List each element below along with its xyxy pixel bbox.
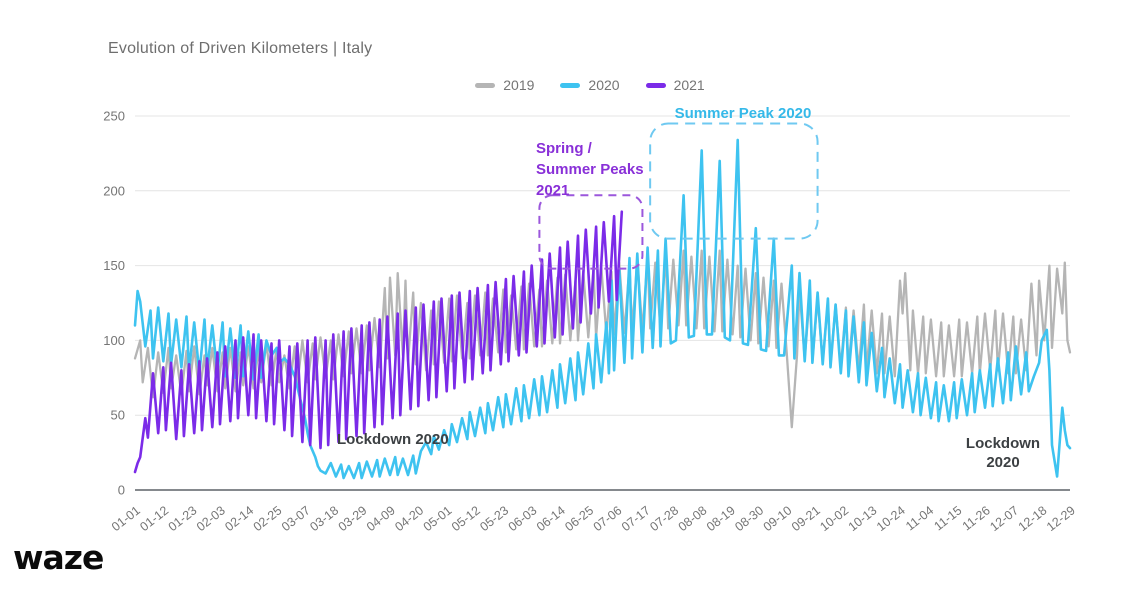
annotation-spring-summer-peaks-2021: Spring / Summer Peaks 2021	[536, 138, 644, 201]
legend-label-2021: 2021	[673, 77, 705, 93]
annotation-lockdown-winter-line-2: 2020	[986, 454, 1020, 471]
y-tick-label-100: 100	[103, 333, 125, 348]
legend-item-2020: 2020	[560, 77, 620, 93]
waze-logo: waze	[13, 538, 104, 577]
annotation-lockdown-spring-2020: Lockdown 2020	[337, 431, 449, 448]
x-tick-label-11-15: 11-15	[931, 503, 964, 533]
y-tick-label-200: 200	[103, 183, 125, 198]
x-tick-label-03-18: 03-18	[307, 503, 341, 534]
x-tick-label-08-30: 08-30	[732, 503, 766, 534]
legend-item-2019: 2019	[475, 77, 534, 93]
x-tick-label-02-14: 02-14	[222, 503, 256, 534]
annotation-spring-line-1: Spring /	[536, 140, 592, 157]
legend-item-2021: 2021	[645, 77, 705, 93]
summer-peak-box	[649, 122, 819, 240]
x-tick-label-10-02: 10-02	[817, 503, 851, 534]
series-line-2019	[133, 249, 1072, 429]
x-tick-label-10-24: 10-24	[874, 503, 908, 534]
x-tick-label-11-04: 11-04	[903, 503, 936, 533]
x-tick-label-07-28: 07-28	[647, 503, 681, 534]
x-tick-label-01-23: 01-23	[166, 503, 200, 534]
x-tick-label-01-12: 01-12	[137, 503, 171, 534]
annotation-spring-line-3: 2021	[536, 182, 570, 199]
x-tick-label-05-23: 05-23	[477, 503, 511, 534]
legend-swatch-2019	[475, 82, 496, 88]
x-tick-label-12-18: 12-18	[1016, 503, 1050, 534]
legend-swatch-2021	[645, 82, 666, 88]
x-tick-label-12-29: 12-29	[1044, 503, 1078, 534]
annotation-spring-line-2: Summer Peaks	[536, 161, 644, 178]
legend-label-2020: 2020	[588, 77, 620, 93]
chart-title: Evolution of Driven Kilometers | Italy	[108, 40, 373, 57]
series-line-2021	[133, 210, 624, 474]
legend-swatch-2020	[560, 82, 581, 88]
x-tick-label-06-03: 06-03	[506, 503, 540, 534]
x-tick-label-09-10: 09-10	[761, 503, 795, 534]
chart-legend: 2019 2020 2021	[58, 77, 1122, 93]
x-tick-label-03-07: 03-07	[279, 503, 313, 534]
x-tick-label-10-13: 10-13	[846, 503, 880, 534]
x-tick-label-03-29: 03-29	[336, 503, 370, 534]
x-tick-label-01-01: 01-01	[109, 503, 143, 534]
legend-label-2019: 2019	[503, 77, 535, 93]
x-tick-label-08-19: 08-19	[704, 503, 738, 534]
x-tick-label-11-26: 11-26	[960, 503, 993, 533]
x-tick-label-02-03: 02-03	[194, 503, 228, 534]
x-tick-label-12-07: 12-07	[987, 503, 1021, 534]
y-tick-label-150: 150	[103, 258, 125, 273]
x-tick-label-05-01: 05-01	[421, 503, 455, 534]
x-tick-label-08-08: 08-08	[676, 503, 710, 534]
y-tick-label-250: 250	[103, 109, 125, 124]
annotation-lockdown-winter-line-1: Lockdown	[965, 435, 1041, 452]
annotation-lockdown-winter-2020: Lockdown 2020	[950, 434, 1056, 472]
y-tick-label-50: 50	[111, 408, 125, 423]
x-tick-label-05-12: 05-12	[449, 503, 483, 534]
x-tick-label-04-20: 04-20	[392, 503, 426, 534]
y-tick-label-0: 0	[118, 483, 125, 498]
x-tick-label-02-25: 02-25	[251, 503, 285, 534]
annotation-summer-peak-2020: Summer Peak 2020	[674, 105, 812, 122]
spring-peaks-box	[538, 194, 644, 270]
series-line-2020	[133, 138, 1072, 480]
x-tick-label-09-21: 09-21	[789, 503, 823, 534]
x-tick-label-07-06: 07-06	[591, 503, 625, 534]
x-tick-label-07-17: 07-17	[619, 503, 653, 534]
x-tick-label-06-14: 06-14	[534, 503, 568, 534]
x-tick-label-06-25: 06-25	[562, 503, 596, 534]
x-tick-label-04-09: 04-09	[364, 503, 398, 534]
